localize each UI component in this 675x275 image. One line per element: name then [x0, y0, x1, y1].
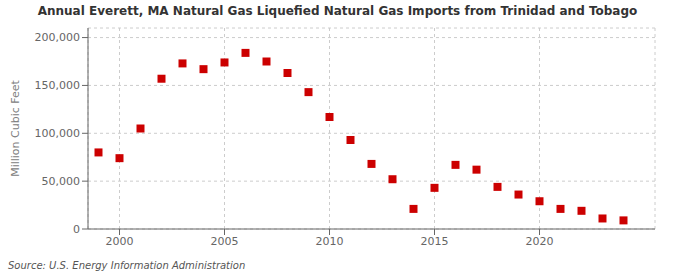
svg-text:0: 0 — [73, 223, 80, 236]
svg-text:200,000: 200,000 — [35, 31, 81, 44]
html-text:Source: U.S. Energy Informatio: Source: U.S. Energy Information Administ… — [8, 260, 246, 271]
svg-text:50,000: 50,000 — [42, 175, 81, 188]
svg-text:2005: 2005 — [211, 235, 239, 248]
svg-text:2010: 2010 — [316, 235, 344, 248]
svg-text:2015: 2015 — [421, 235, 449, 248]
html-text:Annual Everett, MA Natural Gas: Annual Everett, MA Natural Gas Liquefied… — [37, 4, 638, 18]
svg-text:100,000: 100,000 — [35, 127, 81, 140]
svg-text:150,000: 150,000 — [35, 79, 81, 92]
svg-text:Million Cubic Feet: Million Cubic Feet — [9, 79, 22, 176]
svg-text:2020: 2020 — [526, 235, 554, 248]
svg-text:2000: 2000 — [106, 235, 134, 248]
